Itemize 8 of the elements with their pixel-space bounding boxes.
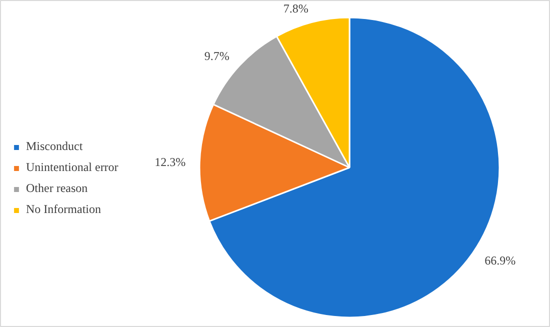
data-label: 9.7% xyxy=(204,48,230,63)
legend-label: No Information xyxy=(26,202,101,217)
data-label: 66.9% xyxy=(484,253,516,268)
data-label: 12.3% xyxy=(154,154,186,169)
legend-label: Other reason xyxy=(26,181,88,196)
data-label: 7.8% xyxy=(283,2,308,16)
legend-label: Misconduct xyxy=(26,139,83,154)
legend-label: Unintentional error xyxy=(26,160,118,175)
